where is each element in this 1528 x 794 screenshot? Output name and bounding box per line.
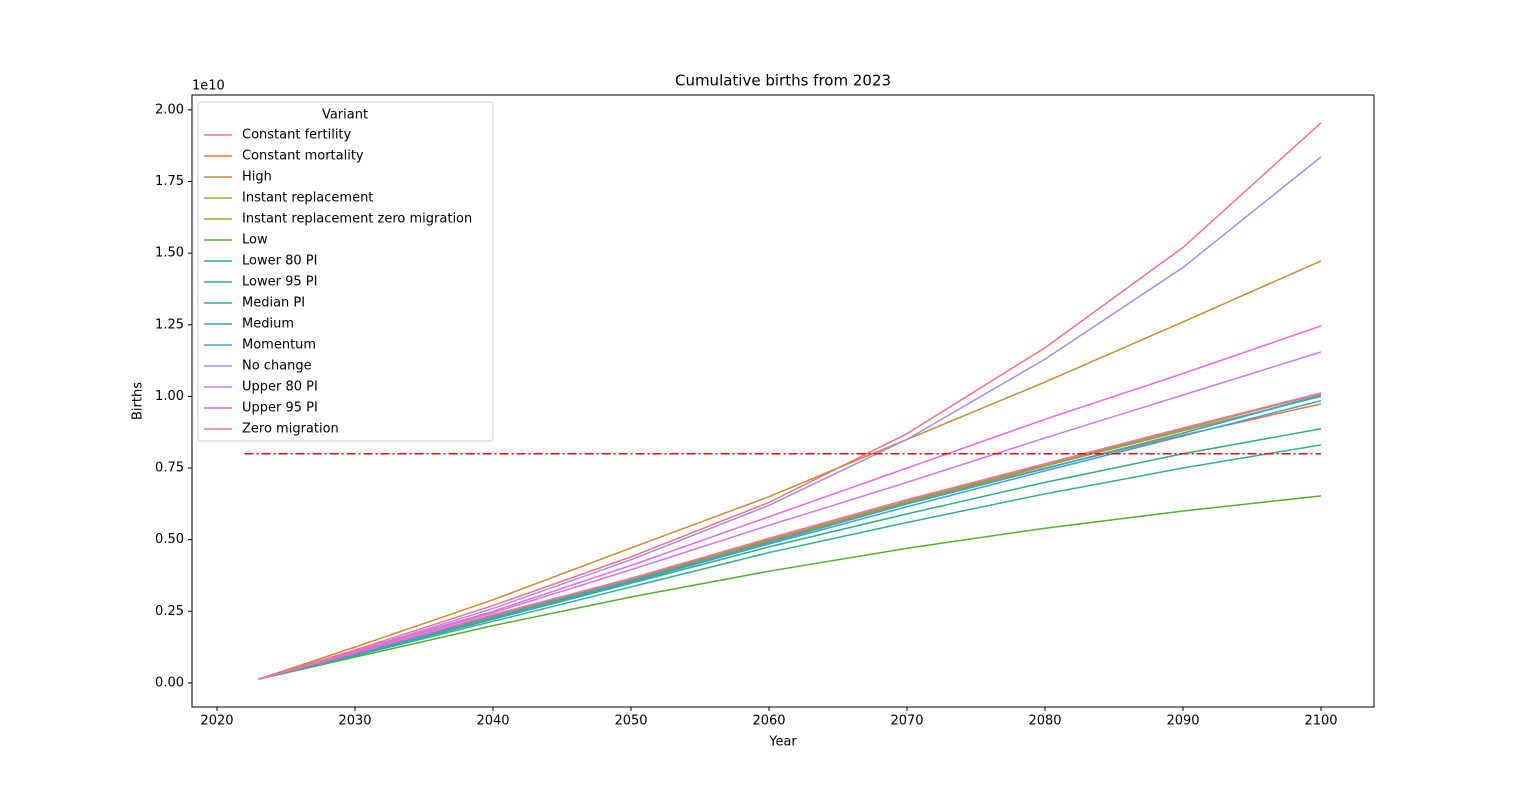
series-line [258,351,1322,680]
legend-label: Instant replacement zero migration [242,212,472,227]
x-tick-label: 2070 [890,714,923,729]
x-tick-label: 2050 [614,714,647,729]
x-tick-label: 2080 [1028,714,1061,729]
legend-box [197,101,494,442]
legend-label: Zero migration [242,422,339,437]
y-tick-label: 0.00 [155,675,184,690]
legend-label: Constant fertility [242,128,352,143]
legend-label: Median PI [242,296,305,311]
series-line [258,444,1322,680]
y-tick-label: 1.50 [155,246,184,261]
y-tick-label: 0.50 [155,532,184,547]
legend-label: Upper 95 PI [242,401,318,416]
y-axis-label: Births [131,382,146,420]
legend-label: High [242,170,272,185]
legend-label: No change [242,359,312,374]
y-tick-label: 1.25 [155,317,184,332]
x-tick-label: 2090 [1166,714,1199,729]
series-line [258,156,1322,680]
chart-title: Cumulative births from 2023 [675,72,891,90]
y-tick-label: 1.75 [155,174,184,189]
legend-label: Instant replacement [242,191,373,206]
x-tick-label: 2020 [200,714,233,729]
legend-label: Momentum [242,338,316,353]
series-line [258,395,1322,680]
x-tick-label: 2040 [476,714,509,729]
series-line [258,325,1322,680]
series-line [258,122,1322,680]
legend-label: Constant mortality [242,149,364,164]
legend-label: Upper 80 PI [242,380,318,395]
series-line [258,399,1322,680]
legend-label: Low [242,233,268,248]
plot-area [244,122,1322,680]
x-tick-label: 2030 [338,714,371,729]
y-tick-label: 1.00 [155,389,184,404]
series-line [258,495,1322,680]
y-offset-label: 1e10 [192,79,225,94]
legend-label: Lower 80 PI [242,254,317,269]
y-tick-label: 2.00 [155,102,184,117]
x-tick-label: 2060 [752,714,785,729]
series-line [258,392,1322,680]
legend: Variant Constant fertility Constant morta… [197,101,494,442]
x-axis-label: Year [768,735,797,750]
legend-label: Lower 95 PI [242,275,317,290]
legend-label: Medium [242,317,294,332]
legend-title: Variant [322,108,368,123]
y-tick-label: 0.75 [155,461,184,476]
axes-frame [191,94,1375,708]
series-line [258,260,1322,680]
series-line [258,428,1322,680]
y-tick-label: 0.25 [155,604,184,619]
x-tick-label: 2100 [1304,714,1337,729]
